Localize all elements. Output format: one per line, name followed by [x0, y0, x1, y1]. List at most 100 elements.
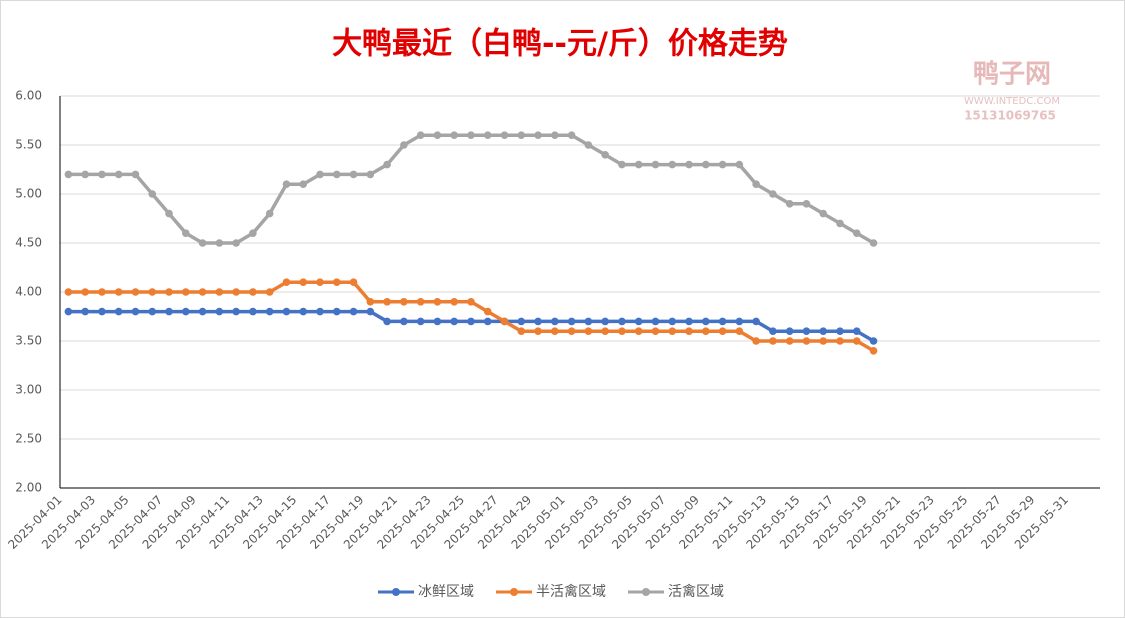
y-tick-label: 4.00	[15, 285, 42, 299]
chart-title: 大鸭最近（白鸭--元/斤）价格走势	[332, 27, 788, 62]
y-tick-label: 5.50	[15, 138, 42, 152]
y-tick-label: 4.50	[15, 236, 42, 250]
point	[316, 278, 324, 287]
point	[98, 288, 106, 296]
point	[852, 327, 861, 336]
point	[718, 317, 727, 326]
point	[265, 209, 274, 218]
point	[182, 229, 190, 237]
point	[702, 327, 710, 336]
point	[249, 288, 257, 296]
point	[165, 307, 173, 316]
point	[769, 190, 777, 198]
point	[366, 298, 375, 306]
point	[869, 347, 878, 355]
point	[735, 327, 744, 336]
point	[198, 239, 207, 247]
point	[634, 317, 643, 326]
point	[718, 327, 727, 336]
point	[198, 307, 207, 316]
point	[265, 307, 274, 316]
point	[215, 307, 224, 316]
point	[332, 170, 341, 179]
point	[836, 219, 844, 228]
point	[131, 307, 140, 316]
point	[316, 170, 324, 179]
legend-label: 半活禽区域	[536, 583, 606, 600]
point	[500, 317, 509, 326]
point	[182, 288, 190, 296]
y-tick-label: 2.00	[15, 481, 42, 495]
watermark-phone: 15131069765	[964, 109, 1056, 123]
watermark-url: WWW.INTEDC.COM	[964, 96, 1060, 107]
point	[232, 288, 240, 296]
point	[215, 239, 224, 247]
point	[702, 317, 710, 326]
point	[685, 317, 693, 326]
point	[651, 317, 660, 326]
point	[282, 180, 291, 188]
point	[785, 327, 794, 336]
point	[299, 278, 308, 287]
point	[249, 307, 257, 316]
point	[182, 307, 190, 316]
point	[551, 131, 559, 139]
point	[483, 307, 492, 316]
point	[567, 327, 576, 336]
point	[383, 317, 391, 326]
point	[836, 337, 844, 345]
point	[165, 209, 173, 218]
point	[383, 298, 391, 306]
point	[383, 160, 391, 169]
point	[299, 307, 308, 316]
point	[819, 337, 828, 345]
point	[584, 317, 593, 326]
point	[852, 337, 861, 345]
point	[534, 131, 542, 139]
point	[64, 288, 73, 296]
y-tick-label: 5.00	[15, 187, 42, 201]
point	[416, 317, 425, 326]
point	[98, 307, 106, 316]
point	[148, 190, 157, 198]
point	[752, 337, 760, 345]
point	[551, 327, 559, 336]
point	[148, 307, 157, 316]
point	[869, 239, 878, 247]
point	[165, 288, 173, 296]
point	[232, 307, 240, 316]
point	[567, 317, 576, 326]
y-tick-label: 6.00	[15, 89, 42, 103]
point	[651, 160, 660, 169]
point	[601, 327, 609, 336]
point	[769, 327, 777, 336]
point	[534, 317, 542, 326]
point	[282, 278, 291, 287]
point	[232, 239, 240, 247]
point	[718, 160, 727, 169]
point	[299, 180, 308, 188]
point	[332, 307, 341, 316]
point	[467, 298, 475, 306]
point	[601, 317, 609, 326]
point	[735, 160, 744, 169]
point	[433, 298, 442, 306]
point	[802, 327, 811, 336]
point	[416, 131, 425, 139]
point	[64, 307, 73, 316]
point	[450, 317, 458, 326]
y-tick-label: 2.50	[15, 432, 42, 446]
point	[601, 151, 609, 159]
point	[131, 170, 140, 179]
point	[802, 200, 811, 208]
point	[198, 288, 207, 296]
point	[769, 337, 777, 345]
point	[618, 327, 626, 336]
point	[265, 288, 274, 296]
point	[400, 298, 408, 306]
point	[349, 307, 358, 316]
point	[467, 317, 475, 326]
point	[517, 317, 526, 326]
point	[467, 131, 475, 139]
point	[98, 170, 106, 179]
